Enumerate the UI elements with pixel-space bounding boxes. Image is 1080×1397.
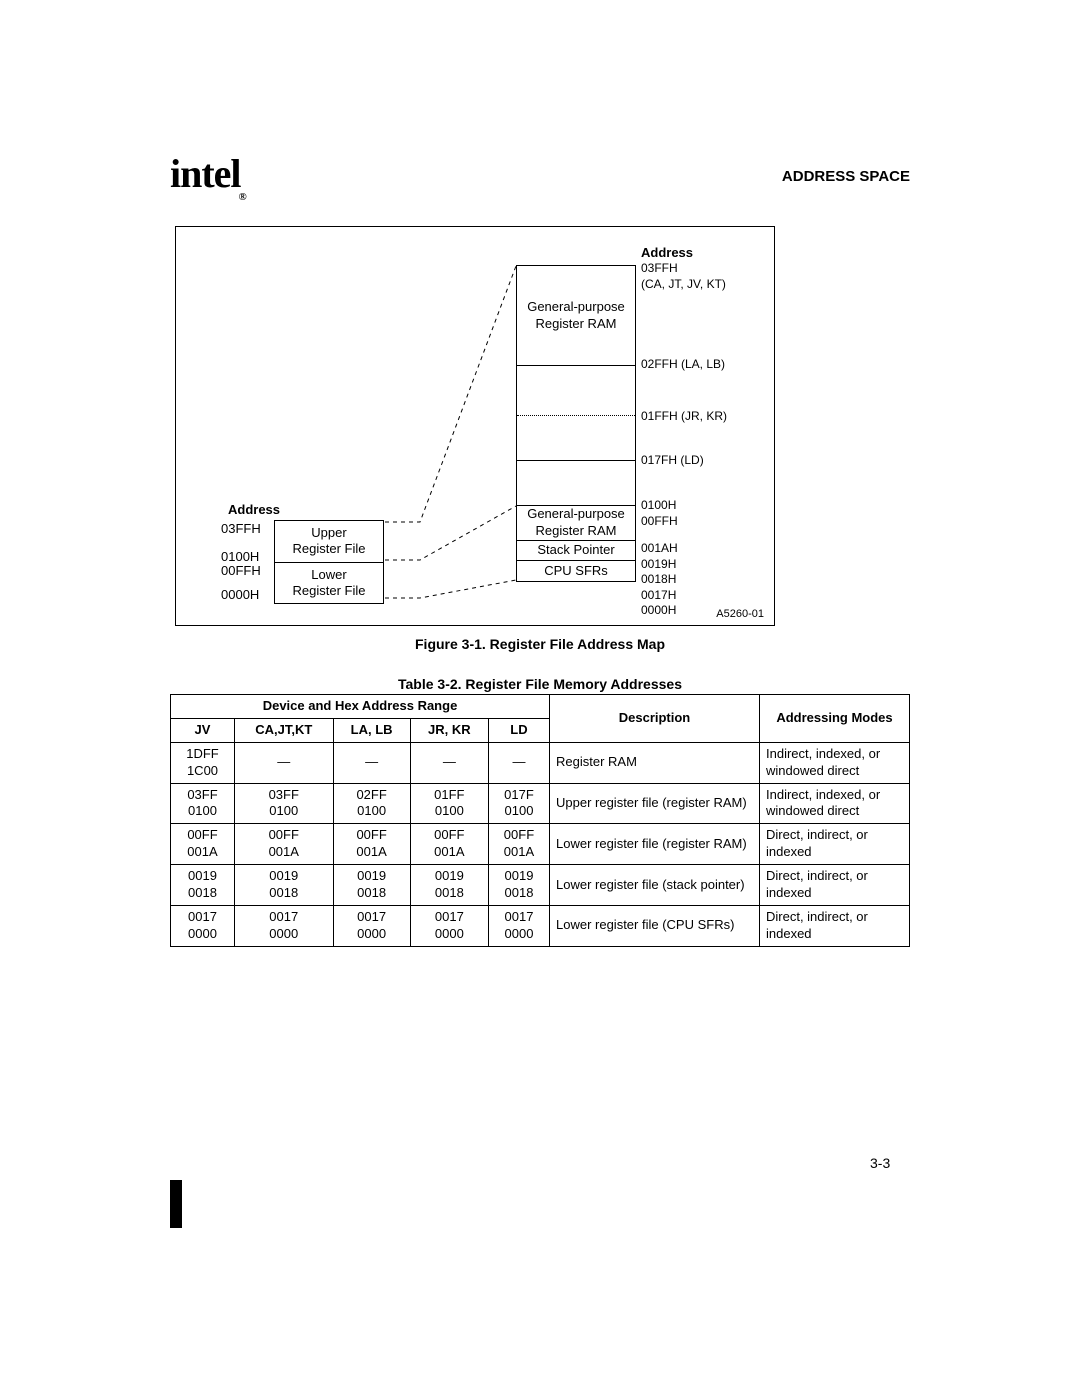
memory-table: Device and Hex Address Range Description… (170, 694, 910, 947)
right-seg-5: Stack Pointer (517, 541, 635, 561)
right-map-box: General-purposeRegister RAM General-purpo… (516, 265, 636, 582)
right-addr-0: 03FFH(CA, JT, JV, KT) (641, 261, 726, 292)
cell-desc-4: Lower register file (CPU SFRs) (550, 905, 760, 946)
cell-4-3: 00170000 (410, 905, 488, 946)
cell-3-0: 00190018 (171, 865, 235, 906)
left-addr-0: 03FFH (221, 521, 261, 536)
logo-trademark: ® (239, 191, 246, 203)
cell-4-1: 00170000 (234, 905, 333, 946)
right-addr-2: 01FFH (JR, KR) (641, 409, 727, 425)
logo: intel® (170, 150, 248, 199)
left-cell-1: LowerRegister File (275, 563, 383, 604)
leader-2 (385, 580, 516, 598)
left-addr-3: 0000H (221, 587, 259, 602)
left-addr-1: 0100H (221, 549, 259, 564)
cell-desc-0: Register RAM (550, 742, 760, 783)
table-row: 03FF010003FF010002FF010001FF0100017F0100… (171, 783, 910, 824)
leader-0 (385, 266, 516, 522)
cell-2-0: 00FF001A (171, 824, 235, 865)
cell-0-0: 1DFF1C00 (171, 742, 235, 783)
cell-2-2: 00FF001A (333, 824, 410, 865)
cell-mode-2: Direct, indirect, or indexed (760, 824, 910, 865)
cell-1-4: 017F0100 (488, 783, 549, 824)
cell-3-1: 00190018 (234, 865, 333, 906)
right-seg-3 (517, 461, 635, 506)
thead-desc: Description (550, 695, 760, 743)
cell-0-4: — (488, 742, 549, 783)
table-row: 0017000000170000001700000017000000170000… (171, 905, 910, 946)
cell-3-2: 00190018 (333, 865, 410, 906)
device-header-0: JV (171, 718, 235, 742)
cell-4-0: 00170000 (171, 905, 235, 946)
cell-4-2: 00170000 (333, 905, 410, 946)
cell-desc-2: Lower register file (register RAM) (550, 824, 760, 865)
cell-3-4: 00190018 (488, 865, 549, 906)
cell-0-1: — (234, 742, 333, 783)
thead-device: Device and Hex Address Range (171, 695, 550, 719)
table-row: 00FF001A00FF001A00FF001A00FF001A00FF001A… (171, 824, 910, 865)
cell-mode-4: Direct, indirect, or indexed (760, 905, 910, 946)
left-cell-0: UpperRegister File (275, 521, 383, 563)
cell-0-2: — (333, 742, 410, 783)
cell-mode-3: Direct, indirect, or indexed (760, 865, 910, 906)
left-address-heading: Address (228, 502, 280, 517)
cell-1-0: 03FF0100 (171, 783, 235, 824)
cell-mode-0: Indirect, indexed, or windowed direct (760, 742, 910, 783)
right-seg-2 (517, 416, 635, 461)
leader-1 (385, 506, 516, 560)
right-addr-4: 0100H00FFH (641, 498, 678, 529)
right-addr-3: 017FH (LD) (641, 453, 704, 469)
cell-2-1: 00FF001A (234, 824, 333, 865)
right-seg-1 (517, 366, 635, 416)
cell-1-1: 03FF0100 (234, 783, 333, 824)
cell-4-4: 00170000 (488, 905, 549, 946)
device-header-2: LA, LB (333, 718, 410, 742)
logo-text: intel (170, 151, 241, 196)
cell-2-3: 00FF001A (410, 824, 488, 865)
cell-0-3: — (410, 742, 488, 783)
margin-tab (170, 1180, 182, 1228)
right-seg-0: General-purposeRegister RAM (517, 266, 635, 366)
table-caption: Table 3-2. Register File Memory Addresse… (170, 676, 910, 692)
device-header-3: JR, KR (410, 718, 488, 742)
right-seg-4: General-purposeRegister RAM (517, 506, 635, 541)
right-addr-5: 001AH0019H0018H0017H0000H (641, 541, 678, 619)
cell-3-3: 00190018 (410, 865, 488, 906)
page-number: 3-3 (870, 1155, 890, 1171)
section-title: ADDRESS SPACE (782, 168, 910, 185)
figure-box: Address 03FFH 0100H 00FFH 0000H UpperReg… (175, 226, 775, 626)
left-map-box: UpperRegister FileLowerRegister File (274, 520, 384, 604)
figure-docnum: A5260-01 (716, 608, 764, 620)
device-header-4: LD (488, 718, 549, 742)
cell-1-2: 02FF0100 (333, 783, 410, 824)
cell-desc-1: Upper register file (register RAM) (550, 783, 760, 824)
device-header-1: CA,JT,KT (234, 718, 333, 742)
right-addr-1: 02FFH (LA, LB) (641, 357, 725, 373)
cell-mode-1: Indirect, indexed, or windowed direct (760, 783, 910, 824)
figure-caption: Figure 3-1. Register File Address Map (170, 636, 910, 652)
cell-desc-3: Lower register file (stack pointer) (550, 865, 760, 906)
left-addr-2: 00FFH (221, 563, 261, 578)
table-row: 1DFF1C00————Register RAMIndirect, indexe… (171, 742, 910, 783)
right-seg-6: CPU SFRs (517, 561, 635, 581)
thead-modes: Addressing Modes (760, 695, 910, 743)
cell-1-3: 01FF0100 (410, 783, 488, 824)
table-row: 0019001800190018001900180019001800190018… (171, 865, 910, 906)
right-address-heading: Address (641, 245, 693, 260)
cell-2-4: 00FF001A (488, 824, 549, 865)
